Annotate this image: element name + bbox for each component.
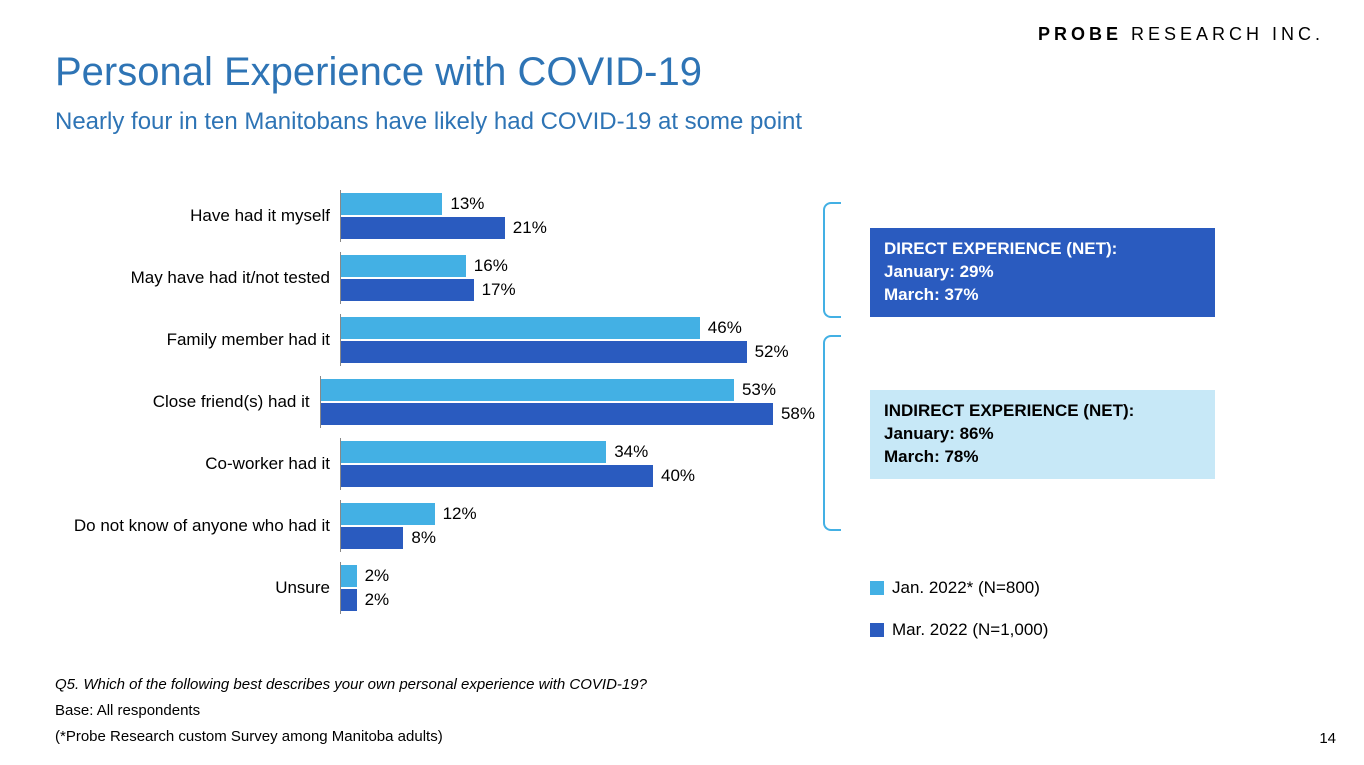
chart-category: Have had it myself 13% 21% bbox=[55, 190, 815, 242]
category-label: Family member had it bbox=[55, 330, 340, 350]
chart-category: Unsure2%2% bbox=[55, 562, 815, 614]
bar-value-label: 46% bbox=[708, 318, 742, 338]
legend-item-jan: Jan. 2022* (N=800) bbox=[870, 578, 1040, 598]
bar-row: 53% bbox=[321, 378, 815, 402]
bar bbox=[341, 255, 466, 277]
bar-value-label: 52% bbox=[755, 342, 789, 362]
bar bbox=[341, 193, 442, 215]
bars-column: 46% 52% bbox=[340, 314, 789, 366]
bar-value-label: 8% bbox=[411, 528, 436, 548]
bar bbox=[341, 217, 505, 239]
chart-category: Do not know of anyone who had it 12% 8% bbox=[55, 500, 815, 552]
bars-column: 16%17% bbox=[340, 252, 516, 304]
bar bbox=[341, 341, 747, 363]
bar-row: 8% bbox=[341, 526, 477, 550]
net-indirect-header: INDIRECT EXPERIENCE (NET): bbox=[884, 400, 1201, 423]
net-indirect-line1: January: 86% bbox=[884, 423, 1201, 446]
bars-column: 12% 8% bbox=[340, 500, 477, 552]
legend-label-mar: Mar. 2022 (N=1,000) bbox=[892, 620, 1048, 640]
bar-row: 34% bbox=[341, 440, 695, 464]
net-direct-line1: January: 29% bbox=[884, 261, 1201, 284]
chart-category: Close friend(s) had it53%58% bbox=[55, 376, 815, 428]
bar-row: 52% bbox=[341, 340, 789, 364]
bar-value-label: 17% bbox=[482, 280, 516, 300]
bar-value-label: 13% bbox=[450, 194, 484, 214]
brand-logo-text: PROBE RESEARCH INC. bbox=[1038, 24, 1324, 45]
bar bbox=[341, 503, 435, 525]
bars-column: 34% 40% bbox=[340, 438, 695, 490]
bar-value-label: 58% bbox=[781, 404, 815, 424]
category-label: Do not know of anyone who had it bbox=[55, 516, 340, 536]
category-label: Close friend(s) had it bbox=[55, 392, 320, 412]
bars-column: 2%2% bbox=[340, 562, 389, 614]
bar-value-label: 16% bbox=[474, 256, 508, 276]
net-direct-line2: March: 37% bbox=[884, 284, 1201, 307]
bar bbox=[341, 589, 357, 611]
bar-value-label: 12% bbox=[443, 504, 477, 524]
bar-value-label: 34% bbox=[614, 442, 648, 462]
brand-bold: PROBE bbox=[1038, 24, 1122, 44]
bar bbox=[341, 279, 474, 301]
bracket-direct bbox=[823, 202, 841, 318]
bar-value-label: 40% bbox=[661, 466, 695, 486]
legend-swatch-jan bbox=[870, 581, 884, 595]
bar bbox=[341, 465, 653, 487]
net-box-direct: DIRECT EXPERIENCE (NET): January: 29% Ma… bbox=[870, 228, 1215, 317]
page-number: 14 bbox=[1319, 730, 1336, 747]
net-indirect-line2: March: 78% bbox=[884, 446, 1201, 469]
bars-column: 53%58% bbox=[320, 376, 815, 428]
bar-row: 21% bbox=[341, 216, 547, 240]
bar-row: 16% bbox=[341, 254, 516, 278]
net-direct-header: DIRECT EXPERIENCE (NET): bbox=[884, 238, 1201, 261]
bar-row: 2% bbox=[341, 564, 389, 588]
category-label: May have had it/not tested bbox=[55, 268, 340, 288]
bar-value-label: 2% bbox=[365, 590, 390, 610]
bars-column: 13% 21% bbox=[340, 190, 547, 242]
chart-category: Co-worker had it 34% 40% bbox=[55, 438, 815, 490]
category-label: Co-worker had it bbox=[55, 454, 340, 474]
bar-row: 2% bbox=[341, 588, 389, 612]
category-label: Unsure bbox=[55, 578, 340, 598]
bar-row: 12% bbox=[341, 502, 477, 526]
bar bbox=[341, 441, 606, 463]
page-title: Personal Experience with COVID-19 bbox=[55, 50, 702, 95]
bar bbox=[321, 403, 773, 425]
chart-category: Family member had it 46% 52% bbox=[55, 314, 815, 366]
bracket-indirect bbox=[823, 335, 841, 531]
footnote-question: Q5. Which of the following best describe… bbox=[55, 676, 647, 693]
bar-value-label: 53% bbox=[742, 380, 776, 400]
bar-row: 46% bbox=[341, 316, 789, 340]
bar-row: 58% bbox=[321, 402, 815, 426]
legend-swatch-mar bbox=[870, 623, 884, 637]
bar-value-label: 21% bbox=[513, 218, 547, 238]
chart-category: May have had it/not tested16%17% bbox=[55, 252, 815, 304]
category-label: Have had it myself bbox=[55, 206, 340, 226]
brand-rest: RESEARCH INC. bbox=[1122, 24, 1324, 44]
bar bbox=[321, 379, 734, 401]
footnote-base: Base: All respondents bbox=[55, 702, 200, 719]
bar bbox=[341, 317, 700, 339]
net-box-indirect: INDIRECT EXPERIENCE (NET): January: 86% … bbox=[870, 390, 1215, 479]
bar-row: 40% bbox=[341, 464, 695, 488]
page-subtitle: Nearly four in ten Manitobans have likel… bbox=[55, 108, 802, 136]
bar-value-label: 2% bbox=[365, 566, 390, 586]
bar bbox=[341, 565, 357, 587]
bar-row: 13% bbox=[341, 192, 547, 216]
bar-row: 17% bbox=[341, 278, 516, 302]
legend-item-mar: Mar. 2022 (N=1,000) bbox=[870, 620, 1048, 640]
bar bbox=[341, 527, 403, 549]
footnote-note: (*Probe Research custom Survey among Man… bbox=[55, 728, 443, 745]
legend-label-jan: Jan. 2022* (N=800) bbox=[892, 578, 1040, 598]
bar-chart: Have had it myself 13% 21% May have had it/… bbox=[55, 190, 815, 624]
